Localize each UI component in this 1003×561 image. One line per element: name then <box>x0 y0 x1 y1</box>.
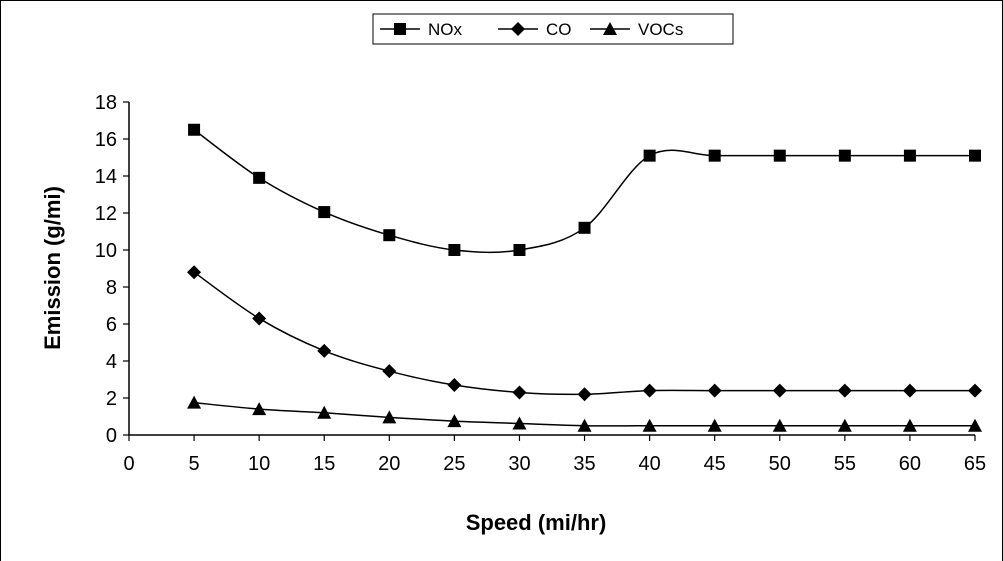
data-point-co <box>577 387 592 402</box>
legend-marker-co <box>511 22 525 36</box>
data-point-co <box>772 383 787 398</box>
x-tick-label: 65 <box>964 453 986 475</box>
data-point-vocs <box>642 418 657 432</box>
series-line-co <box>193 271 975 396</box>
data-point-nox <box>513 244 526 256</box>
data-point-vocs <box>772 418 787 432</box>
data-point-vocs <box>837 418 852 432</box>
data-point-nox <box>578 221 591 234</box>
series-nox <box>188 123 981 256</box>
data-point-nox <box>318 206 331 219</box>
data-point-vocs <box>512 416 527 430</box>
y-tick-label: 12 <box>95 203 117 225</box>
data-point-vocs <box>902 418 917 432</box>
y-tick-label: 4 <box>106 351 117 373</box>
data-point-nox <box>253 171 266 184</box>
y-tick-label: 10 <box>95 240 117 262</box>
data-point-co <box>902 383 917 398</box>
y-tick-label: 18 <box>95 92 117 114</box>
x-tick-label: 50 <box>769 453 791 475</box>
legend-marker-nox <box>394 23 406 35</box>
data-point-co <box>187 265 202 280</box>
data-point-nox <box>838 149 851 162</box>
x-tick-label: 35 <box>573 453 595 475</box>
x-tick-label: 10 <box>248 453 270 475</box>
data-point-vocs <box>577 418 592 432</box>
data-point-vocs <box>447 414 462 428</box>
legend: NOx CO VOCs <box>372 13 734 45</box>
data-point-nox <box>188 123 201 136</box>
data-point-nox <box>903 149 916 162</box>
y-tick-label: 6 <box>106 314 117 336</box>
data-point-vocs <box>317 405 332 419</box>
data-point-nox <box>708 149 721 162</box>
x-tick-label: 60 <box>899 453 921 475</box>
axes: 0 2 4 6 8 10 12 14 16 18 0 5 10 15 20 25 30 35 40 45 50 55 60 6… <box>95 92 986 475</box>
x-tick-label: 30 <box>508 453 530 475</box>
y-tick-label: 0 <box>106 425 117 447</box>
data-point-co <box>317 343 332 358</box>
data-point-nox <box>773 149 786 162</box>
series-line-nox <box>193 129 975 254</box>
y-tick-label: 8 <box>106 277 117 299</box>
data-point-co <box>642 383 657 398</box>
legend-label-co: CO <box>546 20 572 39</box>
x-tick-label: 25 <box>443 453 465 475</box>
series-vocs <box>187 395 982 432</box>
legend-label-nox: NOx <box>428 20 463 39</box>
y-axis-title: Emission (g/mi) <box>40 186 65 350</box>
data-point-co <box>382 364 397 379</box>
x-tick-label: 40 <box>638 453 660 475</box>
x-axis-title: Speed (mi/hr) <box>466 510 607 535</box>
x-tick-label: 0 <box>123 453 134 475</box>
data-point-nox <box>383 229 396 242</box>
x-tick-label: 20 <box>378 453 400 475</box>
data-point-co <box>447 378 462 393</box>
x-tick-label: 15 <box>313 453 335 475</box>
data-point-co <box>512 385 527 400</box>
data-point-nox <box>448 244 461 256</box>
data-point-vocs <box>707 418 722 432</box>
data-point-vocs <box>968 418 982 432</box>
data-point-co <box>252 311 267 326</box>
data-point-vocs <box>252 402 267 416</box>
x-tick-label: 55 <box>834 453 856 475</box>
x-tick-label: 5 <box>189 453 200 475</box>
data-point-co <box>837 383 852 398</box>
legend-box <box>372 13 734 45</box>
data-point-nox <box>643 149 656 162</box>
legend-label-vocs: VOCs <box>638 20 683 39</box>
series-co <box>187 265 982 402</box>
y-tick-label: 16 <box>95 129 117 151</box>
legend-marker-vocs <box>603 22 617 35</box>
y-tick-label: 2 <box>106 388 117 410</box>
y-tick-label: 14 <box>95 166 117 188</box>
data-point-co <box>707 383 722 398</box>
data-point-vocs <box>382 410 397 424</box>
x-tick-label: 45 <box>704 453 726 475</box>
data-point-co <box>968 383 982 398</box>
series-layer <box>187 123 982 432</box>
data-point-vocs <box>187 395 202 409</box>
data-point-nox <box>969 149 981 162</box>
